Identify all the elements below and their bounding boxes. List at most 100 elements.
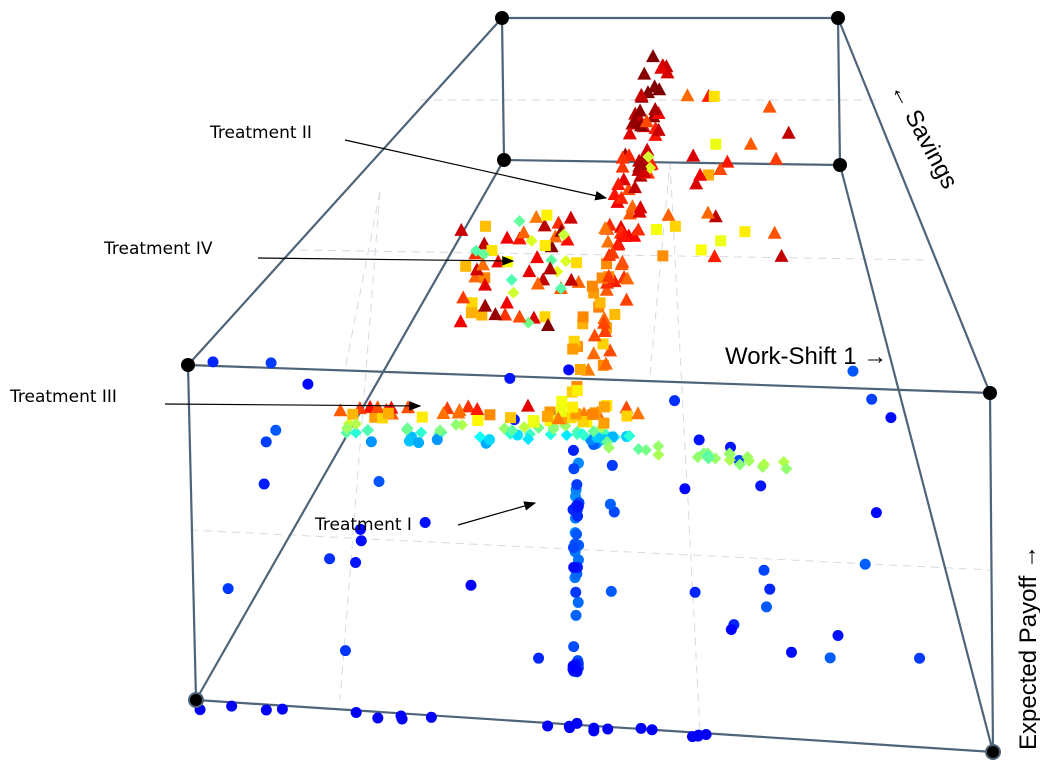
annotation-arrows <box>164 139 608 526</box>
marker <box>465 579 477 591</box>
marker <box>587 408 599 420</box>
marker <box>741 450 754 463</box>
marker <box>468 269 483 283</box>
marker <box>654 60 669 74</box>
marker <box>702 452 715 465</box>
marker <box>563 210 578 224</box>
marker <box>520 398 535 412</box>
marker <box>739 226 751 238</box>
marker <box>452 403 467 417</box>
marker <box>586 346 601 360</box>
marker <box>395 710 407 722</box>
marker <box>657 250 669 262</box>
marker <box>349 426 362 439</box>
marker <box>650 224 662 236</box>
y-axis-label: ← Savings <box>885 78 963 193</box>
marker <box>686 148 701 162</box>
marker <box>499 295 514 309</box>
marker <box>611 176 626 190</box>
marker <box>689 176 704 190</box>
marker <box>541 317 556 331</box>
marker <box>743 136 758 150</box>
annotation: Treatment IV <box>103 239 213 259</box>
marker <box>542 720 554 732</box>
marker <box>560 232 575 246</box>
marker <box>824 652 836 664</box>
marker <box>341 422 354 435</box>
marker <box>567 444 579 456</box>
marker <box>545 254 558 267</box>
marker <box>570 586 582 598</box>
marker <box>486 244 498 256</box>
marker <box>598 401 610 413</box>
marker <box>498 307 513 321</box>
marker <box>265 357 277 369</box>
marker <box>587 425 600 438</box>
marker <box>416 411 428 423</box>
marker <box>598 356 613 370</box>
marker <box>373 475 385 487</box>
marker <box>599 282 614 296</box>
marker <box>615 254 630 268</box>
marker <box>598 220 613 234</box>
marker <box>484 409 496 421</box>
marker <box>645 49 660 63</box>
marker <box>720 154 735 168</box>
marker <box>637 66 652 80</box>
marker <box>568 463 580 475</box>
marker <box>725 623 737 635</box>
marker <box>470 401 485 415</box>
marker <box>577 318 589 330</box>
marker <box>588 287 600 299</box>
marker <box>431 434 443 446</box>
marker <box>372 712 384 724</box>
marker <box>859 558 871 570</box>
marker <box>419 517 431 529</box>
marker <box>691 451 704 464</box>
marker <box>461 399 476 413</box>
marker <box>484 434 496 446</box>
marker <box>518 421 531 434</box>
marker <box>622 126 637 140</box>
marker <box>568 641 580 653</box>
marker <box>570 609 582 621</box>
marker <box>537 218 552 232</box>
marker <box>652 82 667 96</box>
marker <box>539 240 551 252</box>
marker <box>559 255 572 268</box>
marker <box>679 483 691 495</box>
marker <box>598 417 610 429</box>
marker <box>633 200 648 214</box>
marker <box>832 629 844 641</box>
marker <box>403 435 415 447</box>
marker <box>571 479 583 491</box>
marker <box>543 261 558 275</box>
marker <box>597 338 609 350</box>
marker <box>512 309 527 323</box>
marker <box>708 209 723 223</box>
marker <box>713 161 728 175</box>
marker <box>755 480 767 492</box>
marker <box>767 225 782 239</box>
corners <box>181 11 1001 760</box>
marker <box>369 411 381 423</box>
marker <box>620 271 635 285</box>
annotation: Treatment I <box>314 515 412 535</box>
marker <box>596 272 608 284</box>
marker <box>570 408 582 420</box>
markers <box>194 49 926 743</box>
marker <box>594 297 606 309</box>
marker <box>619 400 634 414</box>
marker <box>633 103 648 117</box>
marker <box>597 315 612 329</box>
marker <box>276 703 288 715</box>
marker <box>339 645 351 657</box>
marker <box>226 700 238 712</box>
marker <box>506 424 519 437</box>
marker <box>639 443 652 456</box>
marker <box>693 434 705 446</box>
marker <box>567 401 579 413</box>
marker <box>634 87 649 101</box>
marker <box>556 395 568 407</box>
